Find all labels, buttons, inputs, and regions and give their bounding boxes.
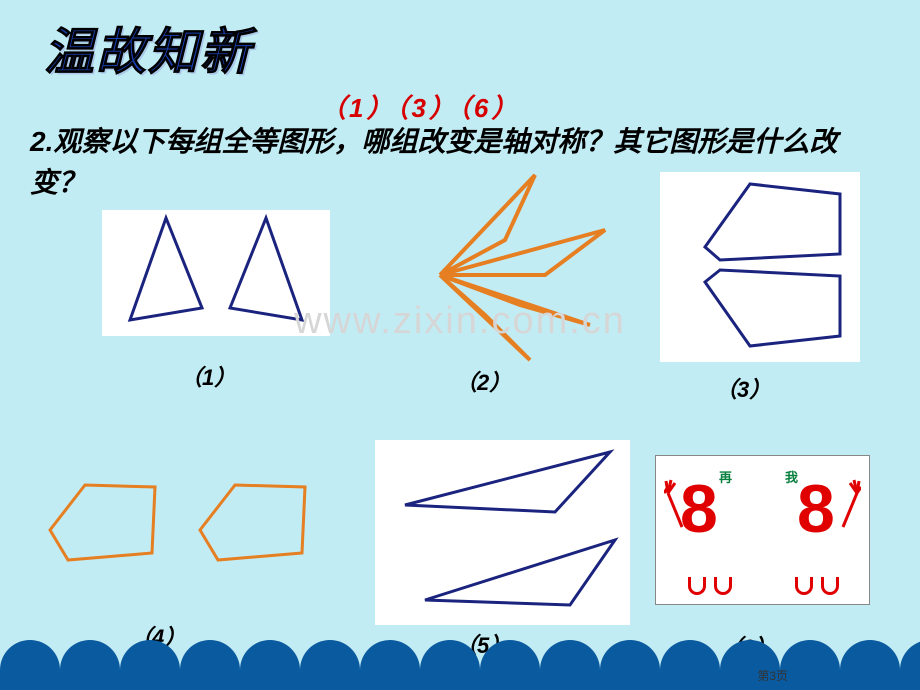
figure-2-label: （2） xyxy=(455,365,511,397)
figure-6: 再 8 我 8 xyxy=(655,455,870,605)
figure-4b xyxy=(190,475,315,570)
answer-text: （1）（3）（6） xyxy=(320,88,520,125)
slide-title: 温故知新 xyxy=(44,12,252,84)
figure-4 xyxy=(40,475,165,570)
hanzi-left: 再 xyxy=(719,467,732,486)
figure-5 xyxy=(375,440,630,625)
figure-3-label: （3） xyxy=(715,372,771,404)
eight-left: 再 8 xyxy=(664,465,754,595)
eight-right: 我 8 xyxy=(771,465,861,595)
page-number: 第3页 xyxy=(757,667,788,684)
figure-1 xyxy=(102,210,330,336)
figure-1-label: （1） xyxy=(180,360,236,392)
figure-3 xyxy=(660,172,860,362)
figure-2 xyxy=(380,170,610,365)
